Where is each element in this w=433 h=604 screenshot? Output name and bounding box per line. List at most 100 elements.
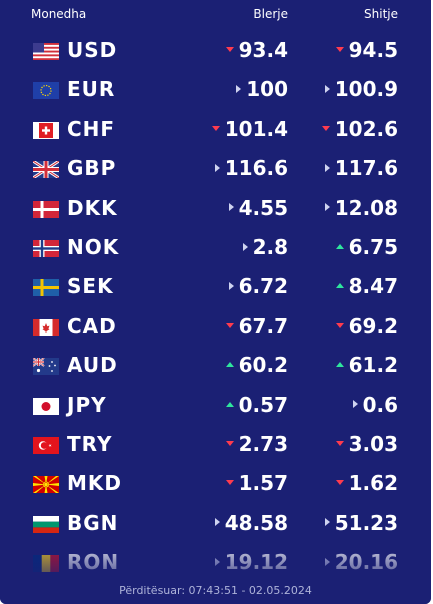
sell-rate-value: 69.2 <box>348 313 398 338</box>
buy-rate-value: 93.4 <box>238 38 288 62</box>
rate-row-cad: CAD 67.7 69.2 <box>0 307 431 346</box>
sell-rate-value: 3.03 <box>348 432 398 456</box>
currency-code: USD <box>67 38 118 62</box>
flag-us-icon <box>33 43 59 60</box>
sell-rate: 1.62 <box>335 471 398 496</box>
buy-rate: 116.6 <box>214 156 288 181</box>
currency-code: BGN <box>67 510 119 535</box>
trend-down-icon <box>335 47 344 52</box>
header-buy: Blerje <box>253 7 288 21</box>
flag-mk-icon <box>33 476 59 494</box>
buy-rate: 0.57 <box>225 393 288 417</box>
rate-row-jpy: JPY 0.57 0.6 <box>0 386 431 425</box>
sell-rate: 3.03 <box>335 432 398 456</box>
trend-neutral-icon <box>236 84 242 93</box>
currency-code: CAD <box>67 313 117 338</box>
currency-code: TRY <box>67 432 113 456</box>
trend-down-icon <box>225 47 234 52</box>
sell-rate-value: 61.2 <box>348 353 398 378</box>
rate-row-aud: AUD 60.2 61.2 <box>0 346 431 385</box>
flag-bg-icon <box>33 515 59 533</box>
trend-neutral-icon <box>324 518 330 527</box>
trend-up-icon <box>335 362 344 368</box>
trend-down-icon <box>225 480 234 486</box>
header-currency: Monedha <box>31 7 87 21</box>
currency-code: AUD <box>67 353 118 378</box>
buy-rate-value: 2.73 <box>238 432 288 456</box>
sell-rate-value: 0.6 <box>362 392 398 417</box>
sell-rate: 117.6 <box>324 156 398 181</box>
buy-rate-value: 6.72 <box>238 274 288 299</box>
sell-rate-value: 12.08 <box>334 195 398 220</box>
flag-dk-icon <box>33 200 59 218</box>
trend-down-icon <box>225 441 234 446</box>
sell-rate-value: 1.62 <box>348 471 398 496</box>
rate-row-bgn: BGN 48.58 51.23 <box>0 504 431 543</box>
sell-rate: 94.5 <box>335 38 398 62</box>
sell-rate-value: 117.6 <box>334 156 398 181</box>
sell-rate: 100.9 <box>324 77 398 101</box>
trend-down-icon <box>321 125 330 131</box>
trend-down-icon <box>335 322 344 328</box>
buy-rate: 2.73 <box>225 432 288 456</box>
trend-neutral-icon <box>228 281 234 290</box>
trend-neutral-icon <box>214 518 220 527</box>
buy-rate-value: 48.58 <box>224 510 288 535</box>
sell-rate: 51.23 <box>324 510 398 535</box>
rate-row-usd: USD 93.4 94.5 <box>0 31 431 70</box>
buy-rate: 101.4 <box>211 117 288 141</box>
trend-down-icon <box>211 125 220 131</box>
trend-up-icon <box>225 401 234 407</box>
buy-rate-value: 116.6 <box>224 156 288 181</box>
rate-row-sek: SEK 6.72 8.47 <box>0 267 431 306</box>
flag-ca-icon <box>33 318 59 336</box>
trend-up-icon <box>335 244 344 249</box>
currency-code: CHF <box>67 116 116 141</box>
flag-jp-icon <box>33 397 59 415</box>
buy-rate: 48.58 <box>214 510 288 535</box>
sell-rate-value: 94.5 <box>348 38 398 62</box>
rate-row-dkk: DKK 4.55 12.08 <box>0 189 431 228</box>
buy-rate-value: 67.7 <box>238 313 288 338</box>
buy-rate-value: 60.2 <box>238 353 288 378</box>
currency-code: DKK <box>67 195 118 220</box>
currency-code: EUR <box>67 77 116 102</box>
sell-rate: 61.2 <box>335 353 398 378</box>
sell-rate: 12.08 <box>324 195 398 220</box>
buy-rate: 1.57 <box>225 471 288 496</box>
last-updated: Përditësuar: 07:43:51 - 02.05.2024 <box>119 584 312 597</box>
header-sell: Shitje <box>364 7 398 21</box>
buy-rate: 60.2 <box>225 353 288 378</box>
buy-rate: 4.55 <box>228 196 288 220</box>
sell-rate: 0.6 <box>352 392 398 417</box>
sell-rate-value: 102.6 <box>334 116 398 141</box>
sell-rate-value: 8.47 <box>348 274 398 299</box>
sell-rate: 69.2 <box>335 313 398 338</box>
sell-rate-value: 6.75 <box>348 235 398 259</box>
flag-se-icon <box>33 279 59 297</box>
rate-row-mkd: MKD 1.57 1.62 <box>0 464 431 503</box>
sell-rate-value: 51.23 <box>334 510 398 535</box>
buy-rate-value: 1.57 <box>238 471 288 496</box>
rate-row-nok: NOK 2.8 6.75 <box>0 228 431 267</box>
sell-rate: 8.47 <box>335 274 398 299</box>
buy-rate: 2.8 <box>242 235 288 259</box>
flag-no-icon <box>33 240 59 257</box>
buy-rate: 6.72 <box>228 274 288 299</box>
currency-code: JPY <box>67 392 107 417</box>
flag-ch-icon <box>33 121 59 139</box>
trend-neutral-icon <box>324 84 330 93</box>
trend-neutral-icon <box>242 242 248 251</box>
trend-down-icon <box>335 480 344 486</box>
buy-rate-value: 100 <box>246 77 288 102</box>
sell-rate: 6.75 <box>335 235 398 259</box>
trend-neutral-icon <box>352 400 358 409</box>
trend-up-icon <box>225 362 234 368</box>
buy-rate: 100 <box>236 77 288 101</box>
trend-up-icon <box>335 283 344 289</box>
bottom-fade <box>0 534 431 604</box>
currency-code: GBP <box>67 156 117 181</box>
trend-neutral-icon <box>324 203 330 212</box>
trend-down-icon <box>335 441 344 446</box>
